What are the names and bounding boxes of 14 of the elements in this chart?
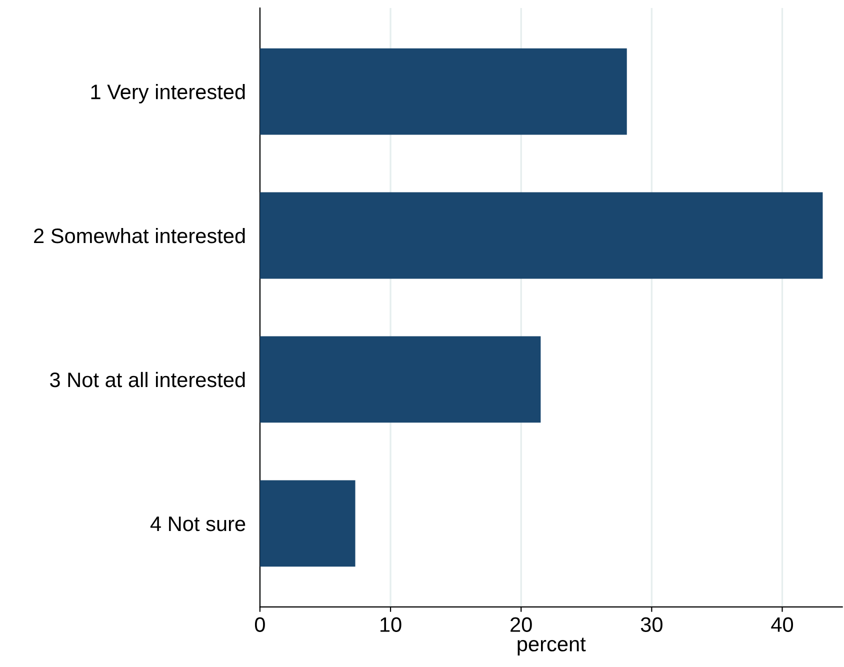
bar	[260, 192, 823, 279]
y-tick-label: 2 Somewhat interested	[34, 228, 245, 244]
bar	[260, 48, 627, 135]
bar	[260, 480, 356, 567]
x-axis-title: percent	[518, 638, 586, 656]
x-tick-label: 30	[640, 617, 662, 632]
x-tick-label: 0	[254, 617, 265, 632]
y-tick-label: 3 Not at all interested	[50, 372, 245, 388]
bar	[260, 336, 541, 423]
x-tick-label: 40	[771, 617, 794, 632]
y-tick-label: 1 Very interested	[91, 84, 245, 104]
x-tick-label: 10	[380, 617, 402, 632]
y-tick-label: 4 Not sure	[150, 516, 246, 532]
x-tick-label: 20	[510, 617, 532, 632]
